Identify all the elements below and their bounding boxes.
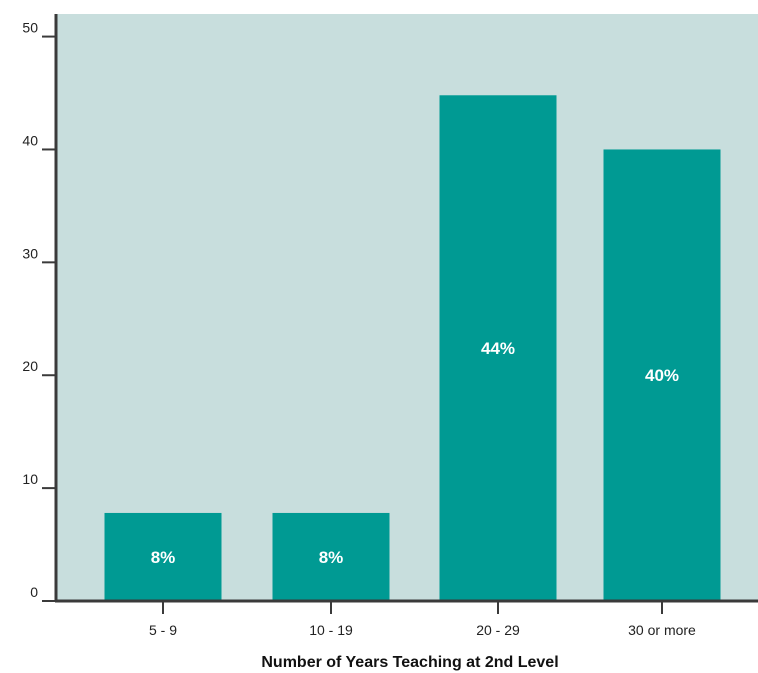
- data-labels-group: 8% 8% 44% 40%: [151, 339, 679, 567]
- x-tick-label: 20 - 29: [476, 622, 520, 638]
- x-tick-label: 30 or more: [628, 622, 696, 638]
- bars-group: [104, 95, 721, 602]
- bar-data-label: 8%: [319, 548, 344, 567]
- y-axis-ticks: 0 10 20 30 40 50: [22, 20, 56, 602]
- bar-data-label: 40%: [645, 366, 679, 385]
- bar: [603, 149, 721, 601]
- y-tick-label: 50: [22, 20, 38, 36]
- bar: [272, 512, 390, 601]
- bar: [439, 95, 557, 602]
- y-tick-label: 20: [22, 358, 38, 374]
- x-tick-label: 5 - 9: [149, 622, 177, 638]
- bar: [104, 512, 222, 601]
- x-tick-label: 10 - 19: [309, 622, 353, 638]
- x-axis-ticks: 5 - 9 10 - 19 20 - 29 30 or more: [149, 601, 696, 638]
- bar-data-label: 44%: [481, 339, 515, 358]
- y-tick-label: 10: [22, 471, 38, 487]
- bar-data-label: 8%: [151, 548, 176, 567]
- y-tick-label: 0: [30, 584, 38, 600]
- y-tick-label: 30: [22, 245, 38, 261]
- x-axis-title: Number of Years Teaching at 2nd Level: [261, 654, 558, 671]
- y-tick-label: 40: [22, 132, 38, 148]
